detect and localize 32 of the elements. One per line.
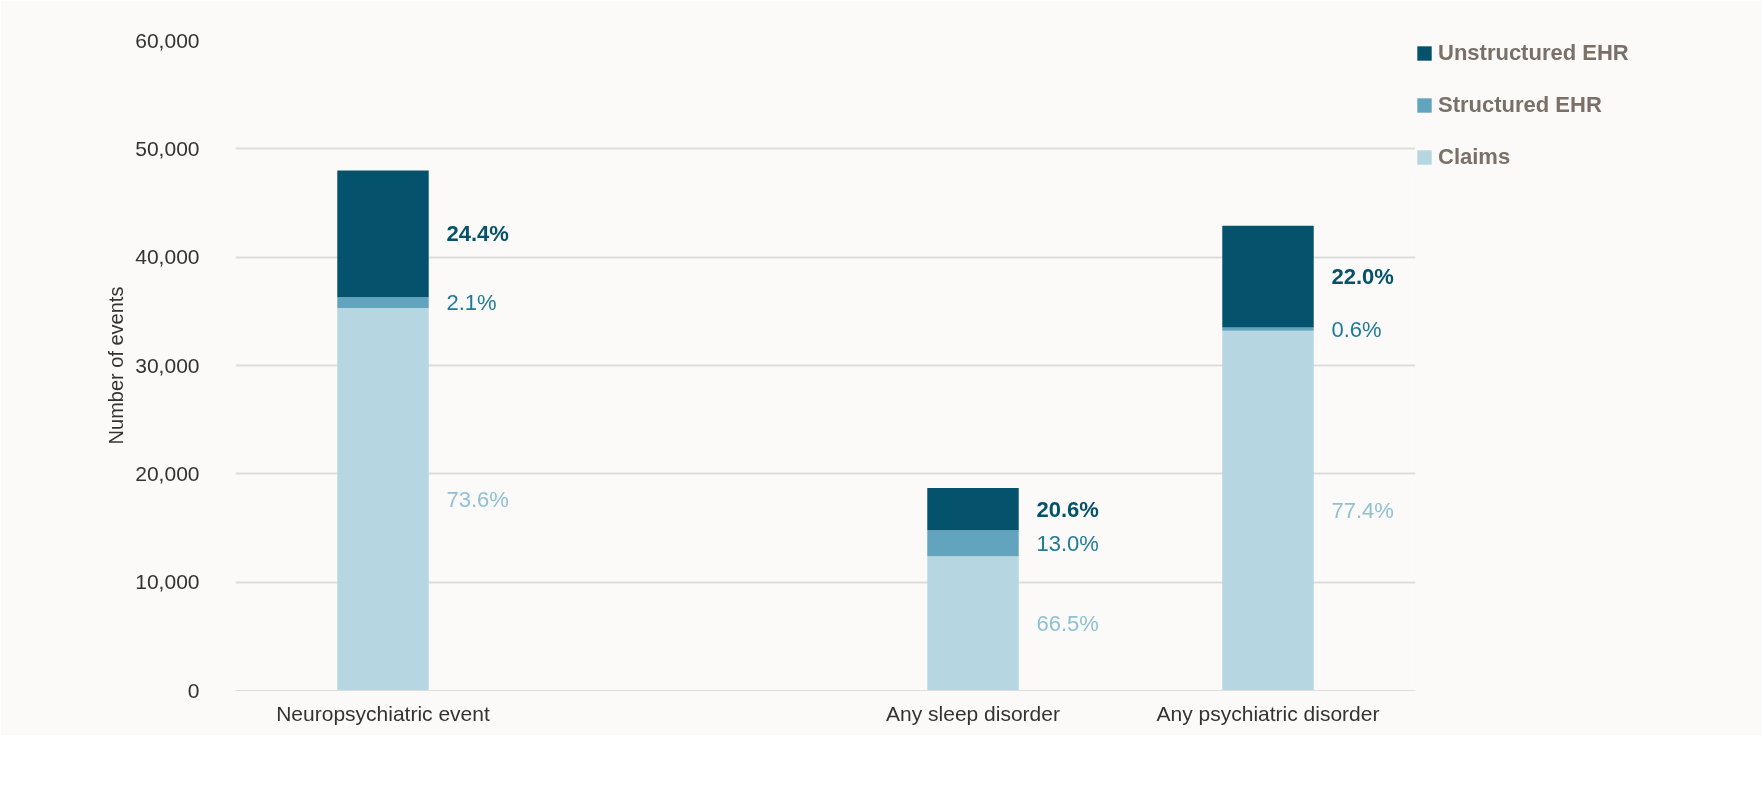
y-tick-label: 10,000 bbox=[135, 570, 200, 594]
annotation: 66.5% bbox=[1036, 610, 1099, 636]
bar bbox=[337, 297, 429, 309]
bar bbox=[927, 487, 1019, 531]
y-tick-label: 30,000 bbox=[135, 353, 200, 377]
x-tick-label: Neuropsychiatric event bbox=[276, 701, 490, 725]
annotation: 77.4% bbox=[1331, 498, 1394, 524]
legend-label: Unstructured EHR bbox=[1438, 40, 1629, 66]
legend-label: Structured EHR bbox=[1438, 92, 1602, 118]
bar bbox=[1222, 327, 1314, 331]
annotation: 73.6% bbox=[446, 486, 509, 512]
legend-label: Claims bbox=[1438, 144, 1511, 170]
annotation: 2.1% bbox=[446, 290, 497, 316]
y-tick-label: 40,000 bbox=[135, 245, 200, 269]
y-axis-title: Number of events bbox=[105, 286, 128, 445]
y-tick-label: 50,000 bbox=[135, 136, 200, 160]
bar bbox=[927, 556, 1019, 691]
annotation: 13.0% bbox=[1036, 530, 1099, 556]
x-tick-label: Any psychiatric disorder bbox=[1156, 701, 1380, 725]
y-tick-label: 0 bbox=[187, 678, 200, 702]
annotation: 0.6% bbox=[1331, 316, 1382, 342]
bar bbox=[337, 308, 429, 691]
annotation: 20.6% bbox=[1036, 496, 1099, 522]
y-tick-label: 60,000 bbox=[135, 28, 200, 52]
bar bbox=[1222, 225, 1314, 328]
x-tick-label: Any sleep disorder bbox=[886, 701, 1060, 725]
bar bbox=[927, 530, 1019, 557]
annotation: 22.0% bbox=[1331, 264, 1394, 290]
y-tick-label: 20,000 bbox=[135, 461, 200, 485]
bar bbox=[1222, 330, 1314, 691]
annotation: 24.4% bbox=[446, 221, 509, 247]
bar bbox=[337, 170, 429, 298]
